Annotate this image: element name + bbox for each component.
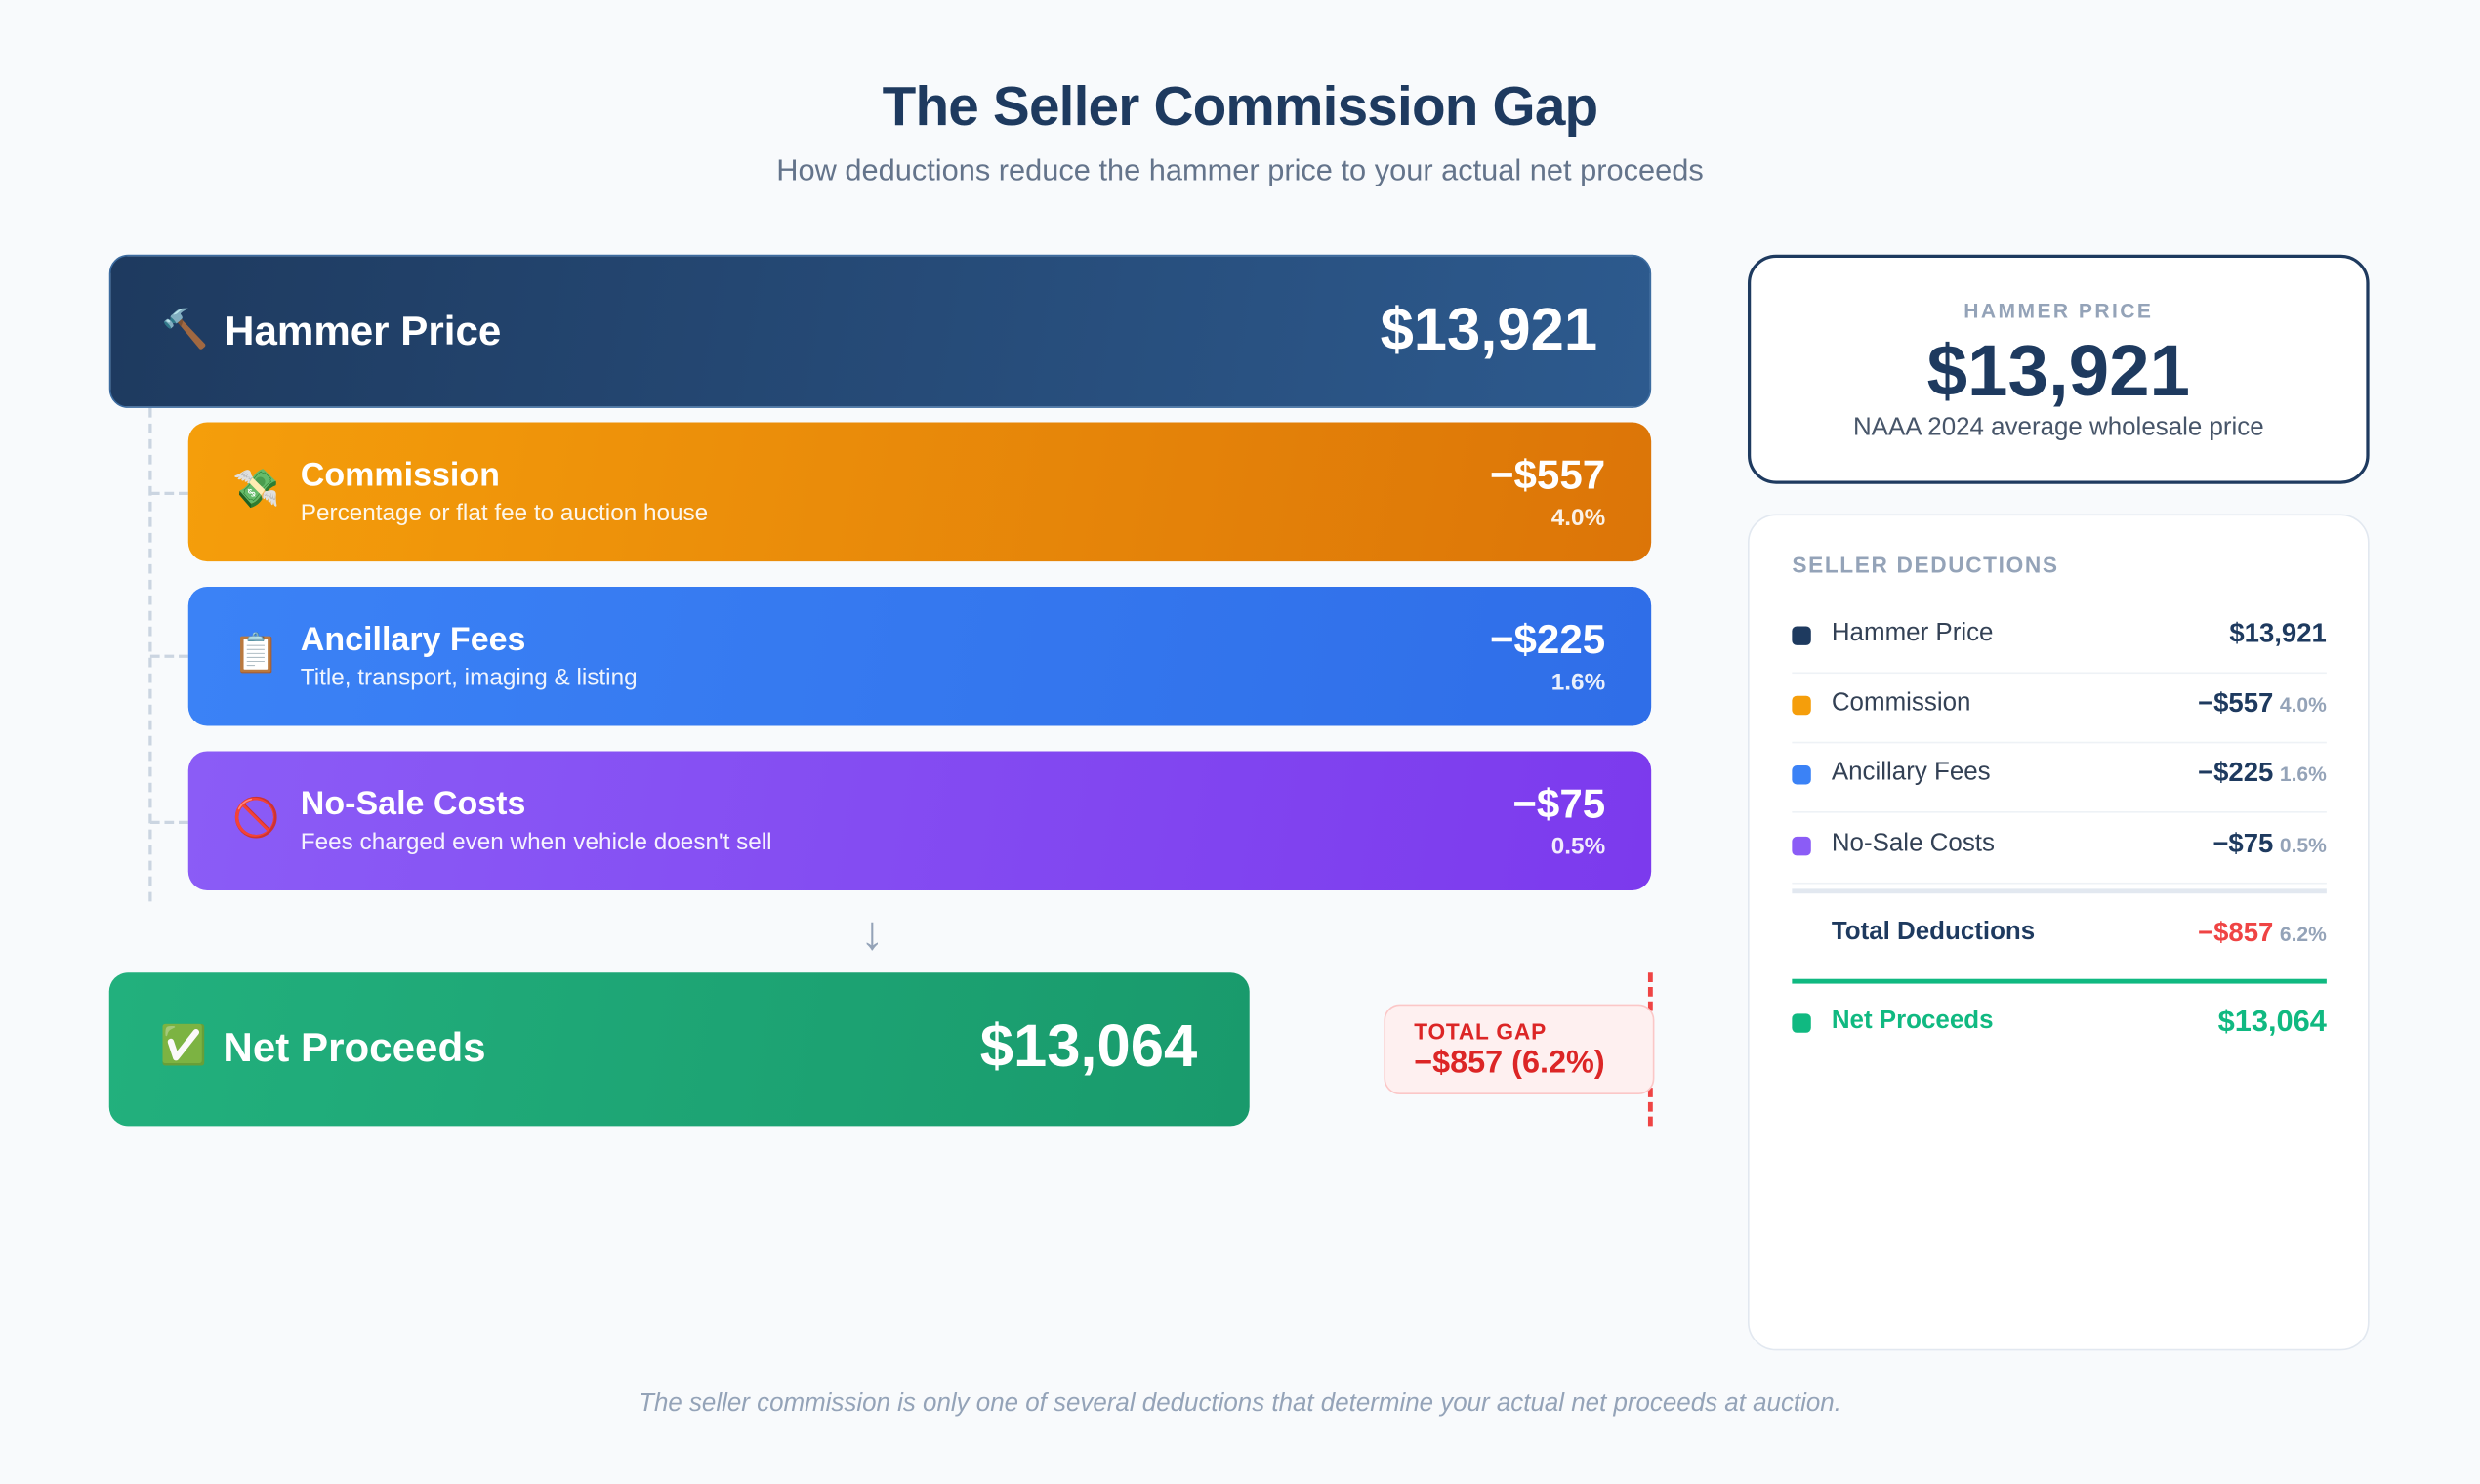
net-proceeds-value: $13,064 (979, 1013, 1198, 1081)
row-amount: $13,064 (2217, 1006, 2327, 1040)
deduction-amount: −$75 (1512, 779, 1606, 828)
row-amount: −$225 1.6% (2198, 757, 2327, 788)
legend-dot (1792, 626, 1811, 645)
row-name: Commission (1831, 689, 1971, 717)
card-label: HAMMER PRICE (1963, 299, 2154, 323)
money-with-wings-icon: 💸 (232, 468, 280, 512)
card-caption: NAAA 2024 average wholesale price (1852, 414, 2264, 441)
divider (1792, 978, 2327, 984)
deduction-desc: Title, transport, imaging & listing (300, 664, 638, 691)
deduction-percent: 1.6% (1550, 669, 1606, 696)
no-sale-costs-bar: 🚫 No-Sale Costs Fees charged even when v… (187, 751, 1652, 891)
hammer-price-label: Hammer Price (225, 307, 502, 354)
deduction-name: Ancillary Fees (300, 621, 526, 658)
list-item: Ancillary Fees −$225 1.6% (1792, 742, 2327, 813)
deduction-amount: −$225 (1489, 615, 1606, 663)
row-name: Total Deductions (1831, 919, 2036, 946)
legend-dot (1792, 765, 1811, 785)
hammer-price-bar: 🔨 Hammer Price $13,921 (108, 254, 1652, 408)
card-value: $13,921 (1926, 328, 2190, 412)
legend-dot (1792, 1013, 1811, 1033)
deduction-desc: Percentage or flat fee to auction house (300, 499, 709, 527)
net-proceeds-bar: ✅ Net Proceeds $13,064 (108, 972, 1250, 1127)
prohibited-icon: 🚫 (232, 797, 280, 841)
row-amount: $13,921 (2229, 618, 2327, 649)
row-name: Net Proceeds (1831, 1007, 1994, 1035)
deduction-percent: 0.5% (1550, 833, 1606, 861)
legend-dot (1792, 836, 1811, 856)
deduction-name: No-Sale Costs (300, 786, 526, 823)
tree-branch (149, 820, 188, 824)
ancillary-fees-bar: 📋 Ancillary Fees Title, transport, imagi… (187, 586, 1652, 726)
deduction-percent: 4.0% (1550, 504, 1606, 532)
tree-branch (149, 491, 188, 496)
arrow-down-icon: ↓ (860, 907, 885, 961)
deduction-name: Commission (300, 457, 500, 494)
hammer-price-card: HAMMER PRICE $13,921 NAAA 2024 average w… (1747, 254, 2370, 484)
deduction-amount: −$557 (1489, 450, 1606, 499)
list-item: No-Sale Costs −$75 0.5% (1792, 813, 2327, 885)
row-name: Hammer Price (1831, 620, 1994, 647)
page-subtitle: How deductions reduce the hammer price t… (776, 154, 1704, 188)
total-row: Total Deductions −$857 6.2% (1792, 901, 2327, 970)
row-amount: −$75 0.5% (2212, 828, 2327, 859)
row-amount: −$557 4.0% (2198, 687, 2327, 719)
divider (1792, 888, 2327, 894)
page-title: The Seller Commission Gap (882, 75, 1599, 138)
net-proceeds-label: Net Proceeds (223, 1023, 486, 1071)
card-title: SELLER DEDUCTIONS (1792, 552, 2059, 578)
commission-bar: 💸 Commission Percentage or flat fee to a… (187, 422, 1652, 562)
total-gap-value: −$857 (6.2%) (1414, 1045, 1605, 1081)
total-gap-label: TOTAL GAP (1414, 1018, 1548, 1045)
check-mark-icon: ✅ (159, 1024, 208, 1068)
legend-dot (1792, 695, 1811, 716)
total-gap-badge: TOTAL GAP −$857 (6.2%) (1384, 1004, 1655, 1094)
seller-deductions-card: SELLER DEDUCTIONS Hammer Price $13,921 C… (1747, 514, 2370, 1351)
deduction-desc: Fees charged even when vehicle doesn't s… (300, 828, 772, 856)
row-name: No-Sale Costs (1831, 830, 1995, 857)
row-amount: −$857 6.2% (2198, 917, 2327, 948)
footer-note: The seller commission is only one of sev… (639, 1389, 1841, 1418)
hammer-price-value: $13,921 (1380, 297, 1598, 364)
clipboard-icon: 📋 (232, 632, 280, 676)
hammer-icon: 🔨 (161, 308, 209, 351)
net-row: Net Proceeds $13,064 (1792, 990, 2327, 1059)
list-item: Hammer Price $13,921 (1792, 602, 2327, 675)
list-item: Commission −$557 4.0% (1792, 672, 2327, 744)
tree-branch (149, 654, 188, 658)
row-name: Ancillary Fees (1831, 759, 1991, 787)
